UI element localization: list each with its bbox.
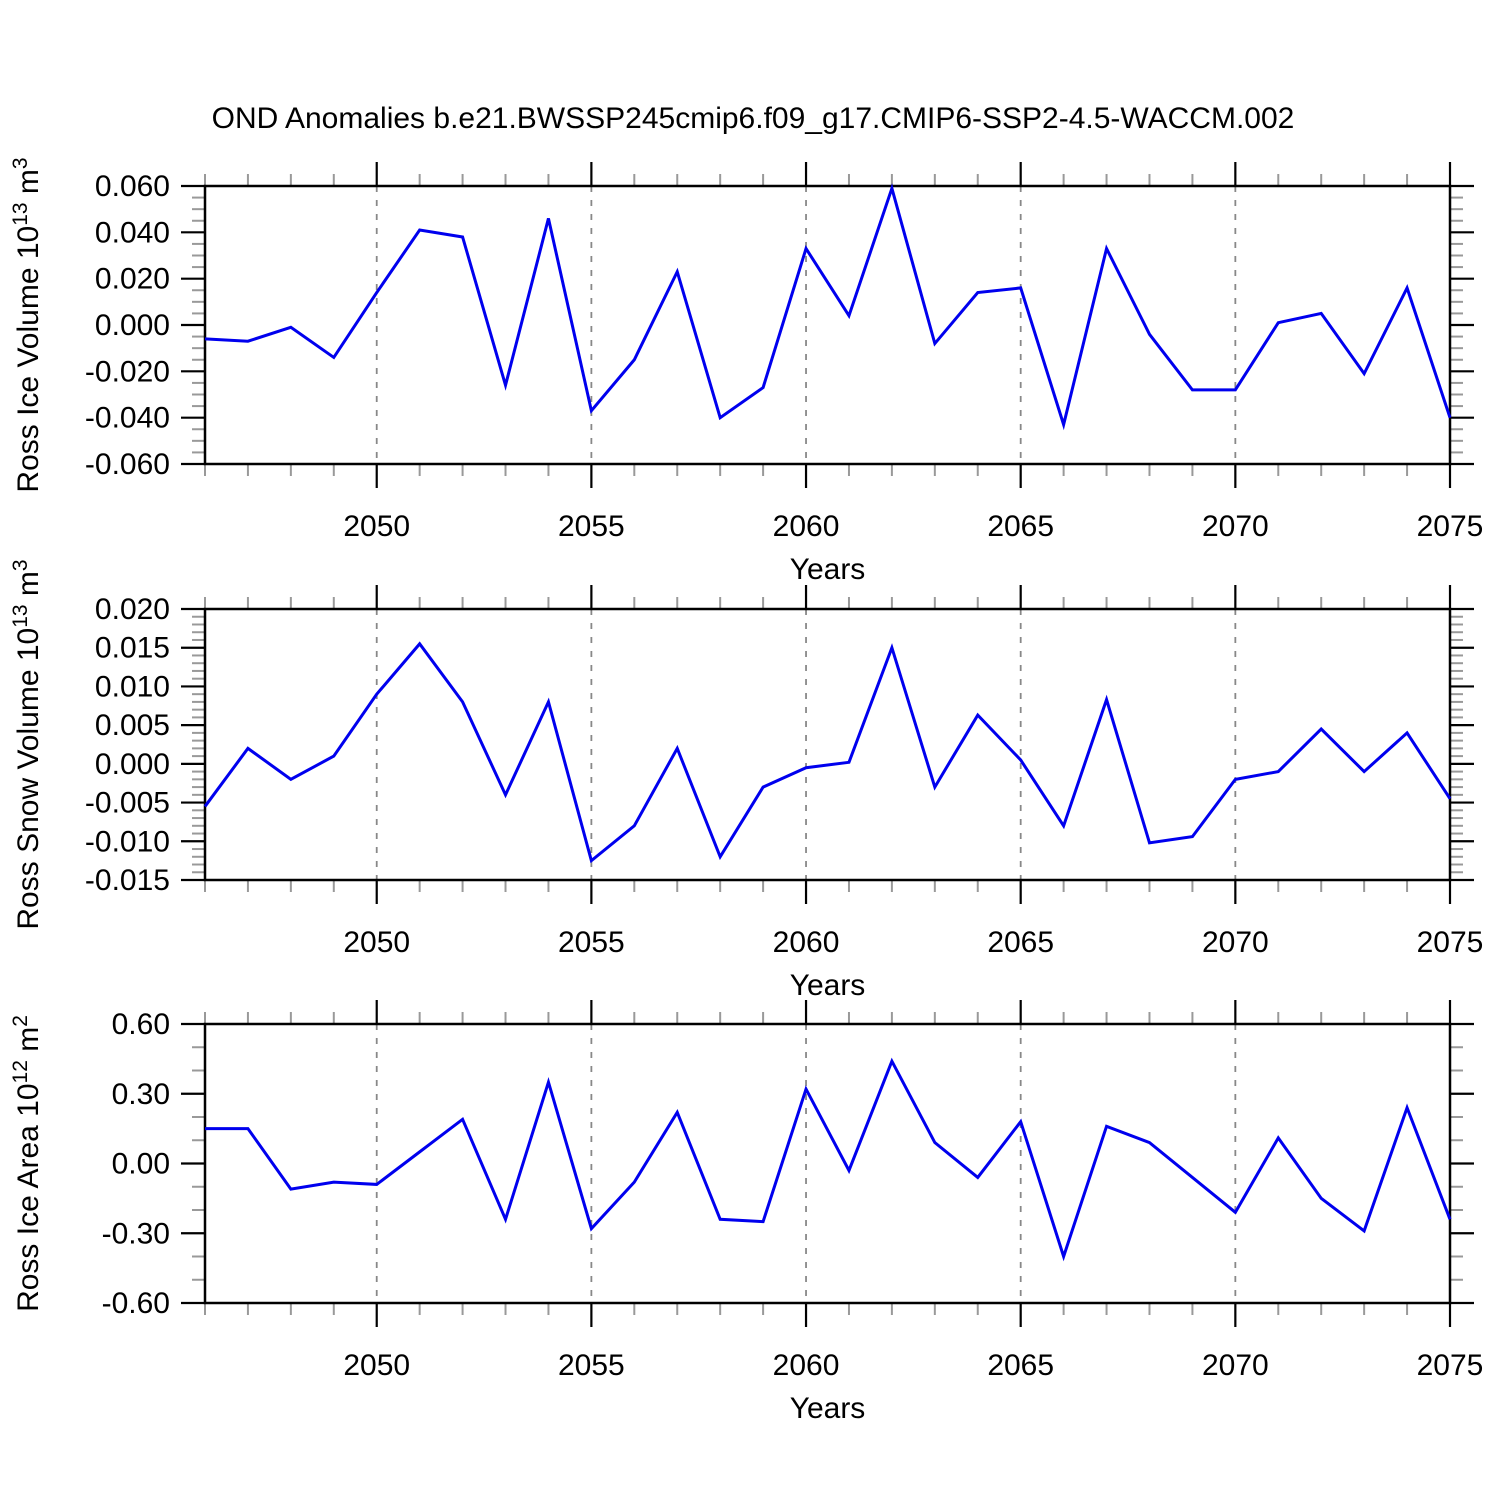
y-tick-label: 0.60 — [112, 1008, 170, 1041]
y-axis-label: Ross Snow Volume 1013 m3 — [9, 559, 45, 929]
x-tick-label: 2055 — [558, 926, 625, 959]
y-tick-label: -0.60 — [102, 1287, 170, 1320]
panel-ross-ice-area: 2050 2055 2060 2065 2070 2075 0.60 0.30 0.00 -0.3… — [9, 1000, 1483, 1425]
y-tick-label: -0.30 — [102, 1217, 170, 1250]
y-tick-label: -0.015 — [85, 864, 170, 897]
y-tick-label: 0.00 — [112, 1148, 170, 1181]
y-tick-label: -0.040 — [85, 402, 170, 435]
x-tick-label: 2060 — [773, 926, 840, 959]
y-tick-label: -0.010 — [85, 825, 170, 858]
x-tick-label: 2070 — [1202, 1349, 1269, 1382]
x-tick-label: 2070 — [1202, 926, 1269, 959]
y-tick-label: -0.060 — [85, 448, 170, 481]
y-tick-label: 0.30 — [112, 1078, 170, 1111]
x-axis-label: Years — [790, 553, 866, 586]
y-tick-label: 0.015 — [95, 632, 170, 665]
plot-border — [203, 184, 1452, 466]
x-tick-label: 2055 — [558, 1349, 625, 1382]
x-tick-label: 2050 — [343, 926, 410, 959]
y-tick-label: 0.020 — [95, 593, 170, 626]
y-tick-label: 0.000 — [95, 309, 170, 342]
x-tick-label: 2075 — [1417, 510, 1484, 543]
x-tick-label: 2060 — [773, 510, 840, 543]
x-tick-label: 2075 — [1417, 1349, 1484, 1382]
data-line-ross-ice-area — [205, 1057, 1452, 1262]
x-axis-label: Years — [790, 969, 866, 1002]
y-tick-label: 0.010 — [95, 670, 170, 703]
x-tick-label: 2065 — [987, 510, 1054, 543]
panel-ross-snow-volume: 2050 2055 2060 2065 2070 2075 0.020 0.015 0.010 0… — [9, 559, 1483, 1002]
x-tick-label: 2060 — [773, 1349, 840, 1382]
y-tick-label: 0.020 — [95, 263, 170, 296]
y-tick-label: -0.005 — [85, 787, 170, 820]
panel-ross-ice-volume: 2050 2055 2060 2065 2070 2075 0.060 0.040 0.020 0… — [9, 157, 1483, 586]
plot-border — [203, 1022, 1452, 1305]
data-line-ross-snow-volume — [203, 641, 1452, 864]
x-axis-label: Years — [790, 1392, 866, 1425]
y-tick-label: -0.020 — [85, 355, 170, 388]
chart-title: OND Anomalies b.e21.BWSSP245cmip6.f09_g1… — [212, 102, 1295, 135]
y-tick-label: 0.000 — [95, 748, 170, 781]
x-tick-label: 2050 — [343, 1349, 410, 1382]
x-tick-label: 2065 — [987, 926, 1054, 959]
x-tick-label: 2055 — [558, 510, 625, 543]
y-tick-label: 0.040 — [95, 216, 170, 249]
y-axis-label: Ross Ice Area 1012 m2 — [9, 1015, 45, 1312]
y-axis-label: Ross Ice Volume 1013 m3 — [9, 157, 45, 492]
data-line-ross-ice-volume — [204, 183, 1452, 431]
x-tick-label: 2050 — [343, 510, 410, 543]
x-tick-label: 2075 — [1417, 926, 1484, 959]
x-tick-label: 2070 — [1202, 510, 1269, 543]
y-tick-label: 0.060 — [95, 170, 170, 203]
plot-border — [203, 607, 1452, 882]
y-tick-label: 0.005 — [95, 709, 170, 742]
x-tick-label: 2065 — [987, 1349, 1054, 1382]
